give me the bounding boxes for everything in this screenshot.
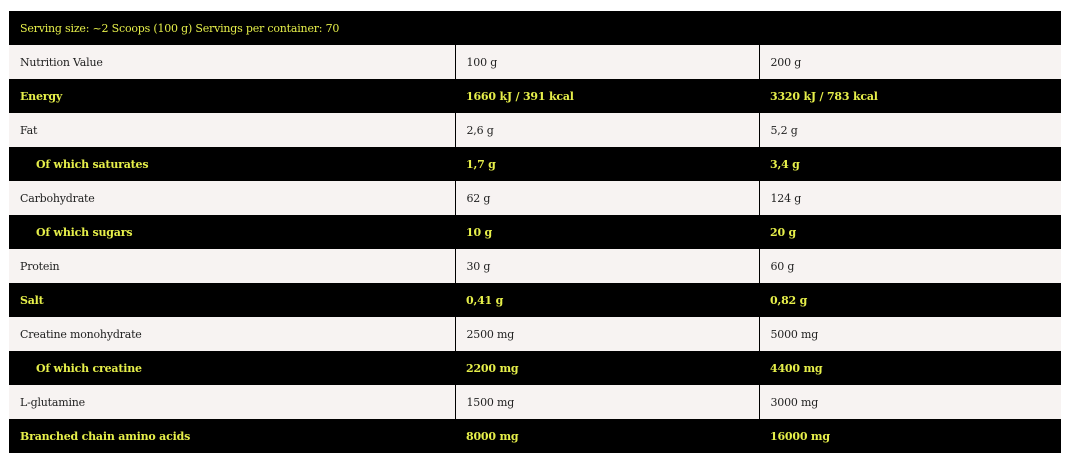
value-200g: 20 g — [759, 215, 1061, 249]
nutrient-name: Of which saturates — [9, 147, 455, 181]
serving-info: Serving size: ~2 Scoops (100 g) Servings… — [9, 11, 1061, 45]
table-row: Nutrition Value 100 g 200 g — [9, 45, 1061, 79]
value-200g: 4400 mg — [759, 351, 1061, 385]
value-200g: 124 g — [758, 181, 1061, 215]
value-100g: 0,41 g — [455, 283, 759, 317]
table-row: Salt 0,41 g 0,82 g — [9, 283, 1061, 317]
value-100g: 2200 mg — [455, 351, 759, 385]
value-200g: 0,82 g — [759, 283, 1061, 317]
nutrient-name: Fat — [9, 113, 455, 147]
nutrient-name: Carbohydrate — [9, 181, 455, 215]
table-row: L-glutamine 1500 mg 3000 mg — [9, 385, 1061, 419]
value-200g: 16000 mg — [759, 419, 1061, 453]
value-100g: 62 g — [454, 181, 759, 215]
value-100g: 10 g — [455, 215, 759, 249]
nutrient-name: Salt — [9, 283, 455, 317]
value-100g: 1,7 g — [455, 147, 759, 181]
value-100g: 1500 mg — [454, 385, 759, 419]
nutrient-name: Creatine monohydrate — [9, 317, 455, 351]
serving-info-row: Serving size: ~2 Scoops (100 g) Servings… — [9, 11, 1061, 45]
nutrition-table: Serving size: ~2 Scoops (100 g) Servings… — [9, 11, 1061, 453]
value-200g: 3,4 g — [759, 147, 1061, 181]
table-row: Fat 2,6 g 5,2 g — [9, 113, 1061, 147]
value-100g: 1660 kJ / 391 kcal — [455, 79, 759, 113]
value-200g: 3000 mg — [758, 385, 1061, 419]
value-100g: 100 g — [454, 45, 759, 79]
nutrient-name: Of which creatine — [9, 351, 455, 385]
value-200g: 5000 mg — [758, 317, 1061, 351]
value-200g: 3320 kJ / 783 kcal — [759, 79, 1061, 113]
nutrient-name: Energy — [9, 79, 455, 113]
table-row: Of which sugars 10 g 20 g — [9, 215, 1061, 249]
nutrient-name: Branched chain amino acids — [9, 419, 455, 453]
table-row: Branched chain amino acids 8000 mg 16000 m… — [9, 419, 1061, 453]
value-100g: 30 g — [454, 249, 759, 283]
table-row: Energy 1660 kJ / 391 kcal 3320 kJ / 783 kc… — [9, 79, 1061, 113]
value-200g: 200 g — [758, 45, 1061, 79]
nutrient-name: Protein — [9, 249, 455, 283]
value-100g: 2500 mg — [454, 317, 759, 351]
table-row: Carbohydrate 62 g 124 g — [9, 181, 1061, 215]
value-200g: 5,2 g — [758, 113, 1061, 147]
nutrient-name: Of which sugars — [9, 215, 455, 249]
value-200g: 60 g — [758, 249, 1061, 283]
value-100g: 2,6 g — [454, 113, 759, 147]
table-row: Protein 30 g 60 g — [9, 249, 1061, 283]
table-row: Of which creatine 2200 mg 4400 mg — [9, 351, 1061, 385]
value-100g: 8000 mg — [455, 419, 759, 453]
table-row: Of which saturates 1,7 g 3,4 g — [9, 147, 1061, 181]
table-row: Creatine monohydrate 2500 mg 5000 mg — [9, 317, 1061, 351]
nutrient-name: L-glutamine — [9, 385, 455, 419]
nutrient-name: Nutrition Value — [9, 45, 455, 79]
